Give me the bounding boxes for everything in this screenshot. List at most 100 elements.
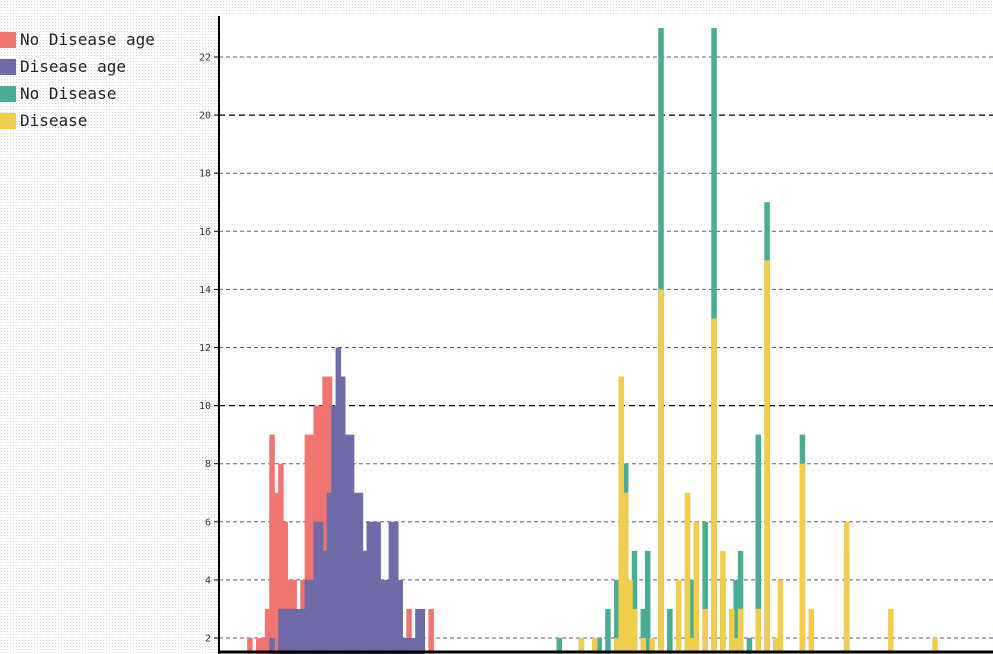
bar <box>658 289 664 654</box>
bar <box>357 492 364 654</box>
bar <box>335 347 342 654</box>
legend-swatch <box>0 85 16 102</box>
bar <box>808 608 815 654</box>
bar <box>556 638 563 654</box>
legend-item: Disease age <box>0 53 155 80</box>
bar <box>304 434 311 654</box>
bar <box>388 521 395 654</box>
bar <box>631 550 638 654</box>
legend-item: Disease <box>0 107 155 134</box>
y-tick-label: 4 <box>205 575 211 586</box>
bar <box>397 579 403 654</box>
legend-label: No Disease <box>20 84 117 103</box>
legend: No Disease age Disease age No Disease Di… <box>0 26 155 134</box>
bar <box>614 638 620 654</box>
bar <box>644 550 651 654</box>
bar <box>733 579 739 654</box>
bar <box>366 521 373 654</box>
bar <box>428 608 434 654</box>
y-tick-label: 20 <box>199 111 211 122</box>
bar <box>269 434 275 654</box>
y-tick-label: 10 <box>199 401 211 412</box>
bar <box>728 608 735 654</box>
bars <box>247 28 938 654</box>
bar <box>348 434 355 654</box>
y-tick-label: 6 <box>205 517 211 528</box>
bar <box>888 608 894 654</box>
legend-item: No Disease <box>0 80 155 107</box>
bar <box>737 550 744 654</box>
bar <box>375 521 381 654</box>
bar <box>322 376 328 654</box>
bar <box>755 608 761 654</box>
bar <box>627 579 633 654</box>
bar <box>286 608 293 654</box>
bar <box>596 638 602 654</box>
bar <box>401 638 408 654</box>
y-tick-label: 14 <box>199 285 211 296</box>
bar <box>353 492 359 654</box>
bar <box>618 376 624 654</box>
bar <box>313 521 319 654</box>
bar <box>614 579 620 654</box>
bar <box>304 579 311 654</box>
bar <box>689 638 695 654</box>
bar <box>693 521 700 654</box>
legend-label: Disease <box>20 111 88 130</box>
bar <box>370 521 377 654</box>
bar <box>278 608 284 654</box>
bar <box>264 608 271 654</box>
y-tick-label: 8 <box>205 459 211 470</box>
legend-swatch <box>0 58 16 75</box>
bar <box>247 638 253 654</box>
bar <box>322 550 328 654</box>
bar <box>649 638 655 654</box>
bar <box>300 608 306 654</box>
bar <box>667 608 673 654</box>
legend-label: No Disease age <box>20 30 155 49</box>
bar <box>631 608 638 654</box>
bar <box>605 608 611 654</box>
bar <box>273 492 280 654</box>
bar <box>773 638 779 654</box>
bar <box>256 638 262 654</box>
bar <box>622 492 629 654</box>
bar <box>689 579 695 654</box>
bar <box>260 638 266 654</box>
y-tick-label: 18 <box>199 169 211 180</box>
bar <box>295 608 302 654</box>
legend-swatch <box>0 31 16 48</box>
bar <box>684 492 691 654</box>
bar <box>640 608 647 654</box>
bar <box>415 608 421 654</box>
bar <box>746 638 753 654</box>
bar <box>932 638 938 654</box>
bar <box>379 579 386 654</box>
bar <box>720 550 726 654</box>
bar <box>799 463 806 654</box>
y-tick-label: 22 <box>199 53 211 64</box>
bar <box>317 521 324 654</box>
bar <box>578 638 585 654</box>
bar <box>406 608 412 654</box>
bar <box>640 638 647 654</box>
bar <box>711 318 717 654</box>
bar <box>777 579 784 654</box>
bar <box>755 434 761 654</box>
legend-label: Disease age <box>20 57 126 76</box>
y-axis-ticks: 2 4 6 8 10 12 14 16 18 20 22 <box>199 53 219 645</box>
bar <box>344 434 350 654</box>
legend-swatch <box>0 112 16 129</box>
bar <box>591 638 598 654</box>
bar <box>340 376 346 654</box>
bar <box>309 579 315 654</box>
y-tick-label: 16 <box>199 227 211 238</box>
bar <box>737 608 744 654</box>
bar <box>326 492 333 654</box>
bar <box>733 638 739 654</box>
y-tick-label: 12 <box>199 343 211 354</box>
bar <box>384 579 390 654</box>
bar <box>410 638 417 654</box>
bar <box>764 260 770 654</box>
